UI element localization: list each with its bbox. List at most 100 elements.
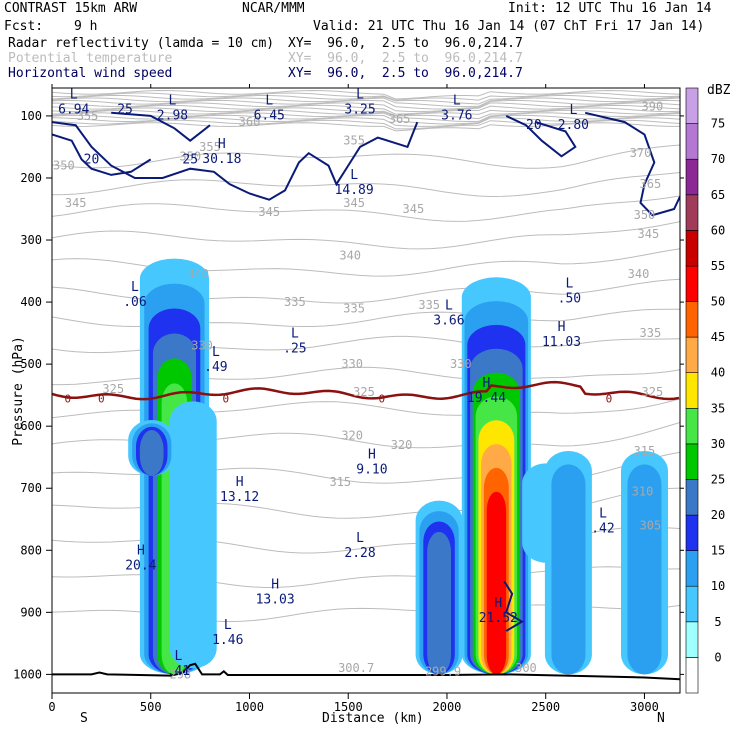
x-tick-label: 1500 — [334, 700, 363, 714]
freezing-level — [52, 380, 680, 401]
theta-label: 345 — [258, 205, 280, 219]
colorbar-band — [685, 230, 699, 267]
colorbar-band — [685, 621, 699, 658]
colorbar-band — [685, 158, 699, 196]
theta-contour — [52, 102, 680, 113]
field-1-xy: XY= 96.0, 2.5 to 96.0,214.7 — [288, 36, 523, 51]
wind-extremum-value: .50 — [558, 292, 581, 307]
theta-label: 325 — [642, 385, 664, 399]
wind-speed-contours — [52, 111, 680, 632]
model-title: CONTRAST 15km ARW — [4, 1, 138, 16]
reflectivity-layer — [551, 464, 586, 675]
freezing-level-label: 0 — [606, 392, 613, 405]
wind-contour-label: 25 — [117, 103, 133, 118]
wind-extremum-type: H — [368, 447, 376, 462]
wind-extremum-value: 2.80 — [558, 118, 589, 133]
wind-extremum-type: L — [356, 531, 364, 546]
theta-contour — [52, 195, 680, 222]
theta-label: 350 — [634, 208, 656, 222]
theta-label: 350 — [53, 159, 75, 173]
organization-label: NCAR/MMM — [242, 1, 305, 16]
theta-label: 340 — [187, 267, 209, 281]
theta-label: 320 — [391, 438, 413, 452]
theta-label: 330 — [450, 357, 472, 371]
theta-label: 335 — [343, 301, 365, 315]
wind-extremum-type: L — [169, 94, 177, 109]
y-tick-label: 200 — [20, 171, 42, 185]
wind-extremum-value: 21.52 — [479, 611, 518, 626]
theta-label: 305 — [640, 518, 662, 532]
wind-extremum-value: 6.94 — [58, 102, 89, 117]
wind-extremum-type: L — [174, 649, 182, 664]
x-axis-title: Distance (km) — [322, 711, 424, 726]
x-tick-label: 2000 — [433, 700, 462, 714]
theta-label: 335 — [640, 326, 662, 340]
theta-label: 335 — [418, 298, 440, 312]
theta-contour — [52, 122, 680, 132]
theta-contour — [52, 144, 680, 169]
wind-extremum-type: L — [350, 168, 358, 183]
wind-extremum-type: L — [569, 103, 577, 118]
field-2-xy: XY= 96.0, 2.5 to 96.0,214.7 — [288, 51, 523, 66]
colorbar-band — [685, 265, 699, 302]
wind-extremum-type: H — [494, 596, 502, 611]
wind-extremum-type: L — [70, 87, 78, 102]
wind-contour — [503, 580, 524, 632]
wind-extremum-value: 3.25 — [344, 102, 375, 117]
theta-contour — [52, 99, 680, 110]
terrain-line — [52, 662, 680, 681]
wind-extremum-value: 20.4 — [125, 558, 156, 573]
wind-extremum-type: L — [445, 298, 453, 313]
colorbar-label: 15 — [711, 544, 725, 558]
colorbar-label: 5 — [714, 615, 721, 629]
wind-extremum-value: 13.03 — [256, 593, 295, 608]
colorbar-band — [685, 585, 699, 623]
wind-extremum-value: 3.66 — [433, 313, 464, 328]
reflectivity-layer — [486, 491, 507, 675]
x-tick-label: 3000 — [630, 700, 659, 714]
freezing-level-label: 0 — [64, 392, 71, 405]
wind-extremum-type: H — [218, 137, 226, 152]
theta-label: 370 — [630, 146, 652, 160]
field-3-name: Horizontal wind speed — [8, 66, 173, 81]
wind-extremum-type: L — [212, 345, 220, 360]
theta-label: 315 — [634, 444, 656, 458]
y-tick-label: 500 — [20, 357, 42, 371]
wind-extremum-value: .06 — [123, 295, 146, 310]
theta-contour — [52, 172, 680, 198]
wind-extremum-type: L — [565, 277, 573, 292]
reflectivity-layer — [169, 401, 217, 669]
colorbar-unit: dBZ — [707, 83, 731, 98]
theta-contour — [52, 92, 680, 101]
colorbar-band — [685, 479, 699, 516]
theta-label: 315 — [329, 475, 351, 489]
wind-contour — [584, 111, 680, 217]
colorbar-band — [685, 372, 699, 409]
colorbar-band — [685, 514, 699, 551]
theta-label: 345 — [403, 202, 425, 216]
theta-contour — [52, 107, 680, 117]
colorbar-band — [685, 87, 699, 124]
colorbar-label: 70 — [711, 152, 725, 166]
theta-contour — [52, 112, 680, 123]
theta-label: 345 — [343, 196, 365, 210]
wind-contour-label: 20 — [526, 118, 542, 133]
wind-extremum-type: L — [265, 94, 273, 109]
wind-contour — [52, 133, 152, 176]
reflectivity-cells — [128, 258, 668, 675]
theta-label: 390 — [642, 100, 664, 114]
wind-contour-label: 20 — [84, 152, 100, 167]
forecast-hour: 9 h — [74, 19, 98, 34]
north-label: N — [657, 711, 665, 726]
theta-label: 340 — [628, 267, 650, 281]
y-tick-label: 700 — [20, 481, 42, 495]
wind-extremum-value: 30.18 — [202, 152, 241, 167]
colorbar-band — [685, 443, 699, 480]
colorbar-label: 55 — [711, 259, 725, 273]
init-time: Init: 12 UTC Thu 16 Jan 14 — [508, 1, 712, 16]
wind-extremum-value: 13.12 — [220, 490, 259, 505]
x-tick-label: 1000 — [235, 700, 264, 714]
wind-contour — [111, 111, 211, 142]
theta-contour — [52, 89, 680, 100]
